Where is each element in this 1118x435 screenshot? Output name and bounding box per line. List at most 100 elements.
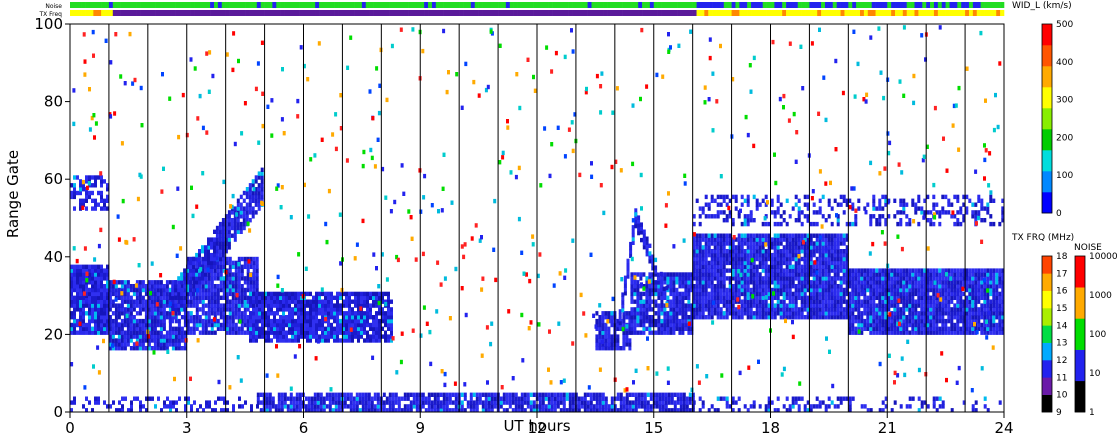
data-cell xyxy=(785,291,789,297)
data-cell xyxy=(633,318,637,324)
txfreq-strip-cell xyxy=(81,10,86,16)
data-cell xyxy=(261,318,264,324)
data-cell xyxy=(268,400,272,405)
data-cell xyxy=(962,272,966,277)
data-cell xyxy=(70,295,73,300)
data-cell xyxy=(310,396,314,401)
data-cell xyxy=(836,260,840,266)
data-cell xyxy=(947,315,951,320)
data-cell xyxy=(758,280,762,285)
data-cell xyxy=(827,287,831,293)
data-cell xyxy=(150,334,154,339)
data-cell xyxy=(977,280,981,285)
data-cell xyxy=(390,315,393,320)
data-cell xyxy=(872,315,876,320)
txfreq-strip-cell xyxy=(638,10,643,16)
data-cell xyxy=(902,295,906,300)
data-cell xyxy=(156,299,160,304)
data-cell xyxy=(135,330,139,335)
data-cell xyxy=(88,276,91,281)
data-cell xyxy=(713,276,717,281)
txfreq-strip-cell xyxy=(140,10,145,16)
data-cell xyxy=(132,303,136,308)
data-cell xyxy=(698,214,702,219)
data-cell xyxy=(207,303,211,308)
data-cell xyxy=(207,276,211,281)
noise-strip-cell xyxy=(334,2,339,8)
data-cell xyxy=(725,202,729,207)
noise-strip-cell xyxy=(618,2,623,8)
data-cell xyxy=(830,260,834,266)
data-cell xyxy=(926,194,930,200)
data-cell xyxy=(663,303,667,308)
data-cell xyxy=(758,276,762,281)
data-cell xyxy=(692,237,696,242)
data-cell xyxy=(249,334,252,339)
noise-strip-cell xyxy=(194,2,199,8)
data-cell xyxy=(106,315,109,320)
data-cell xyxy=(156,322,160,328)
data-cell xyxy=(752,303,756,308)
noise-strip-cell xyxy=(727,2,732,8)
data-cell xyxy=(651,284,655,289)
data-cell xyxy=(348,334,351,339)
data-cell xyxy=(761,237,765,242)
data-cell xyxy=(872,307,876,312)
data-cell xyxy=(902,311,906,316)
data-cell xyxy=(881,330,885,335)
txfreq-strip-cell xyxy=(657,10,662,16)
data-cell xyxy=(971,272,975,277)
data-cell xyxy=(106,264,109,269)
txfreq-strip-cell xyxy=(591,10,596,16)
data-cell xyxy=(833,272,837,277)
data-cell xyxy=(701,272,705,277)
data-cell xyxy=(839,268,843,273)
data-cell xyxy=(657,326,661,331)
data-cell xyxy=(234,272,238,277)
txfreq-strip-cell xyxy=(684,10,690,16)
data-cell xyxy=(70,299,73,304)
data-cell xyxy=(271,400,275,405)
data-cell xyxy=(300,318,303,324)
data-cell xyxy=(249,295,252,300)
data-cell xyxy=(788,249,792,254)
data-cell xyxy=(684,280,688,285)
data-cell xyxy=(740,315,744,320)
data-cell xyxy=(869,322,873,328)
data-cell xyxy=(758,264,762,269)
data-cell xyxy=(237,307,241,312)
data-cell xyxy=(192,299,196,304)
txfreq-strip-cell xyxy=(494,10,499,16)
noise-strip-cell xyxy=(778,2,783,8)
data-cell xyxy=(893,280,897,285)
data-cell xyxy=(201,260,205,266)
data-cell xyxy=(183,330,187,335)
data-cell xyxy=(690,303,694,308)
data-cell xyxy=(935,311,939,316)
data-cell xyxy=(821,245,825,250)
data-cell xyxy=(974,202,978,207)
data-cell xyxy=(378,326,381,331)
data-cell xyxy=(884,318,888,324)
data-cell xyxy=(725,241,729,246)
data-cell xyxy=(749,287,753,293)
data-cell xyxy=(776,221,780,227)
data-cell xyxy=(824,284,828,289)
data-cell xyxy=(249,280,253,285)
noise-strip-cell xyxy=(603,2,608,8)
data-cell xyxy=(276,303,279,308)
data-cell xyxy=(872,326,876,331)
data-cell xyxy=(97,318,100,324)
data-cell xyxy=(980,322,984,328)
data-cell xyxy=(309,326,312,331)
data-cell xyxy=(129,311,133,316)
data-cell xyxy=(938,318,942,324)
data-cell xyxy=(303,307,306,312)
data-cell xyxy=(692,272,696,277)
data-cell xyxy=(755,272,759,277)
data-cell xyxy=(690,326,694,331)
data-cell xyxy=(216,303,220,308)
data-cell xyxy=(758,311,762,316)
data-cell xyxy=(97,202,100,207)
data-cell xyxy=(657,311,661,316)
